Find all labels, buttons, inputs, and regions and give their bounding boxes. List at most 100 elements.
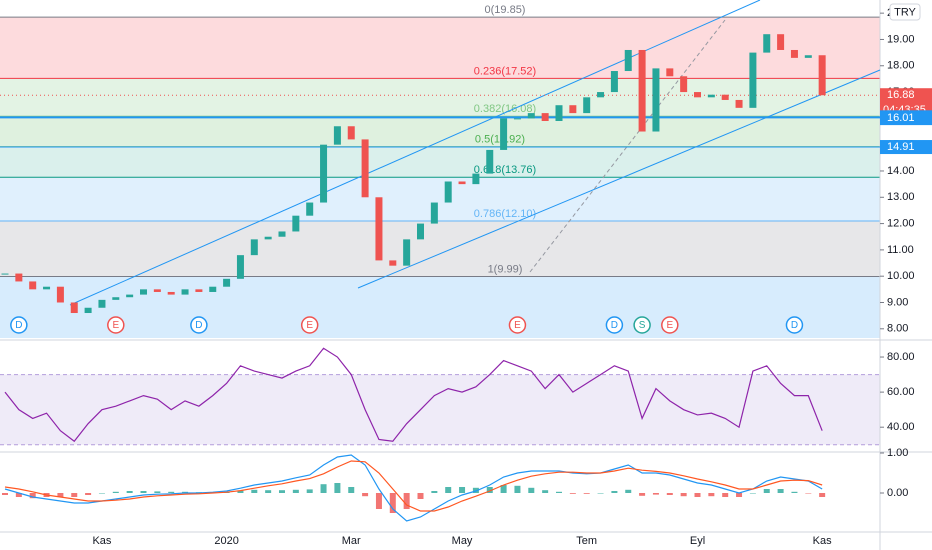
- macd-histogram-bar: [625, 489, 632, 493]
- x-tick-label: Mar: [342, 535, 361, 547]
- candle: [458, 181, 466, 185]
- macd-histogram-bar: [514, 485, 521, 493]
- macd-histogram-bar: [15, 493, 22, 497]
- candle: [694, 92, 701, 98]
- y-tick-label: 11.00: [887, 244, 914, 256]
- candle: [638, 49, 646, 132]
- candle: [610, 71, 618, 93]
- signal-line: [4, 460, 823, 512]
- x-tick-label: Kas: [813, 535, 832, 547]
- macd-histogram-bar: [57, 493, 64, 497]
- macd-histogram-bar: [500, 485, 507, 493]
- candle: [361, 139, 369, 198]
- candle: [306, 202, 314, 216]
- candle: [541, 113, 549, 121]
- x-tick-label: Kas: [92, 535, 111, 547]
- currency-label: TRY: [894, 6, 916, 18]
- macd-histogram-bar: [112, 491, 119, 493]
- event-badge: [190, 316, 208, 334]
- event-label: D: [791, 320, 798, 331]
- candle: [140, 289, 147, 295]
- macd-histogram-bar: [680, 493, 687, 497]
- macd-histogram-bar: [2, 493, 8, 495]
- event-label: D: [195, 320, 202, 331]
- fib-band: [0, 220, 880, 277]
- candle: [804, 55, 812, 58]
- y-tick-label: 80.00: [887, 351, 915, 363]
- candle: [126, 294, 134, 298]
- macd-histogram-bar: [292, 489, 299, 493]
- macd-histogram-bar: [375, 493, 382, 509]
- macd-histogram-bar: [334, 483, 341, 493]
- candle: [112, 297, 120, 300]
- event-label: E: [112, 320, 119, 331]
- candle: [583, 97, 591, 114]
- macd-histogram-bar: [722, 493, 729, 497]
- macd-histogram-bar: [140, 491, 147, 493]
- candle: [555, 105, 563, 121]
- event-badge: [300, 316, 319, 334]
- candle: [486, 149, 494, 174]
- candle: [818, 55, 826, 96]
- x-tick-label: Tem: [576, 535, 597, 547]
- macd-histogram-bar: [763, 489, 770, 493]
- candle: [347, 126, 355, 140]
- macd-histogram-bar: [417, 493, 424, 499]
- macd-histogram-bar: [666, 493, 673, 495]
- fib-level-label: 0.618(13.76): [474, 164, 536, 176]
- price-tag-label: 16.01: [887, 112, 915, 124]
- candle: [472, 173, 480, 185]
- candle: [389, 260, 397, 266]
- macd-histogram-bar: [265, 490, 272, 493]
- macd-histogram-bar: [85, 493, 92, 495]
- candle: [666, 68, 674, 77]
- y-tick-label: 0.00: [887, 487, 908, 499]
- macd-histogram-bar: [306, 489, 313, 493]
- candle: [236, 255, 244, 279]
- event-badge: [785, 316, 804, 334]
- macd-histogram-bar: [542, 490, 549, 493]
- candle: [43, 286, 51, 290]
- y-tick-label: 40.00: [887, 421, 915, 433]
- candle: [250, 239, 258, 256]
- macd-histogram-bar: [279, 490, 285, 493]
- macd-histogram-bar: [805, 493, 812, 494]
- candle: [513, 118, 521, 120]
- trend-channel-line: [357, 69, 881, 289]
- candle: [15, 273, 23, 282]
- candle: [735, 99, 743, 108]
- macd-histogram-bar: [708, 493, 715, 497]
- candle: [763, 34, 771, 53]
- macd-histogram-bar: [777, 489, 784, 493]
- macd-histogram-bar: [389, 493, 396, 513]
- price-tag-label: 14.91: [887, 141, 915, 153]
- candle: [430, 202, 438, 224]
- fib-level-label: 0.786(12.10): [474, 208, 536, 220]
- fib-level-label: 1(9.99): [488, 263, 523, 275]
- event-label: D: [15, 320, 22, 331]
- candle: [292, 215, 300, 232]
- candle: [70, 302, 78, 314]
- macd-histogram-bar: [237, 490, 244, 493]
- macd-histogram-bar: [126, 491, 133, 493]
- candle: [223, 278, 231, 287]
- fib-band: [0, 116, 880, 147]
- fib-level-label: 0.236(17.52): [474, 65, 536, 77]
- candle: [29, 281, 37, 290]
- fib-band: [0, 177, 880, 221]
- candle: [320, 144, 328, 203]
- candle: [195, 289, 203, 292]
- candle: [777, 34, 785, 50]
- macd-histogram-bar: [98, 493, 105, 494]
- candle: [500, 118, 508, 150]
- x-tick-label: 2020: [214, 535, 238, 547]
- fib-level-label: 0.5(14.92): [475, 134, 525, 146]
- event-label: E: [306, 320, 313, 331]
- macd-histogram-bar: [819, 493, 826, 497]
- candle: [624, 49, 632, 72]
- fib-level-label: 0.382(16.08): [474, 103, 536, 115]
- macd-histogram-bar: [71, 493, 78, 497]
- candle: [597, 92, 605, 98]
- macd-histogram-bar: [486, 487, 493, 493]
